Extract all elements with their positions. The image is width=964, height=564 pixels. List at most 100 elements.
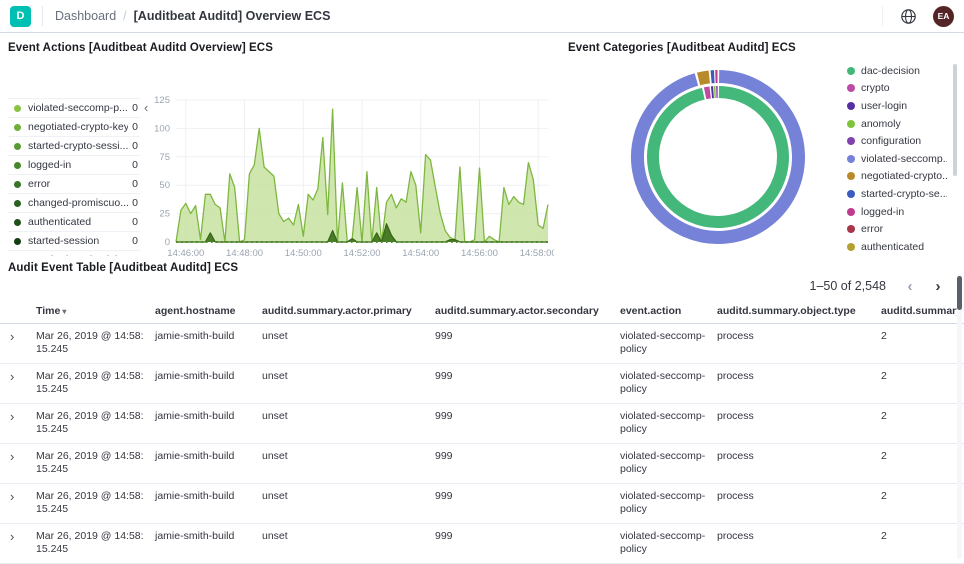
legend-item[interactable]: started-crypto-se... [847,185,947,203]
legend-color-dot [847,155,855,163]
table-cell: process [717,330,881,363]
legend-item[interactable]: logged-in [847,203,947,221]
column-header-agent.hostname[interactable]: agent.hostname [155,305,262,317]
panel-event-actions: Event Actions [Auditbeat Auditd Overview… [0,34,562,256]
event-categories-title: Event Categories [Auditbeat Auditd] ECS [565,34,964,54]
page-title: [Auditbeat Auditd] Overview ECS [134,9,331,23]
table-scrollbar-thumb[interactable] [957,276,962,310]
table-cell: Mar 26, 2019 @ 14:58:15.245 [36,450,155,483]
event-categories-donut-chart [629,68,807,246]
legend-item-label: configuration [861,135,921,147]
legend-item[interactable]: negotiated-crypto... [847,168,947,186]
table-cell: jamie-smith-build [155,450,262,483]
column-header-auditd.summary.actor.primary[interactable]: auditd.summary.actor.primary [262,305,435,317]
row-expand-icon[interactable]: › [8,370,36,403]
legend-item[interactable]: started-crypto-sessi...0 [8,137,140,156]
legend-item-value: 0 [132,140,140,152]
topbar-divider [42,6,43,26]
row-expand-icon[interactable]: › [8,330,36,363]
column-header-Time[interactable]: Time▾ [36,305,155,317]
legend-color-dot [847,225,855,233]
table-cell: 2 [881,490,964,523]
legend-color-dot [847,172,855,180]
globe-icon[interactable] [897,5,919,27]
table-cell: Mar 26, 2019 @ 14:58:15.245 [36,370,155,403]
legend-item[interactable]: authenticated [847,238,947,256]
legend-item[interactable]: dac-decision [847,62,947,80]
legend-item-value: 0 [132,235,140,247]
legend-item[interactable]: configuration [847,132,947,150]
table-cell: 999 [435,450,620,483]
legend-item[interactable]: violated-seccomp... [847,150,947,168]
legend-color-dot [14,200,21,207]
table-cell: unset [262,370,435,403]
pie-slice-dac-decision[interactable] [653,92,783,222]
legend-color-dot [847,208,855,216]
row-expand-icon[interactable]: › [8,530,36,563]
legend-item[interactable]: changed-promiscuo...0 [8,194,140,213]
column-header-auditd.summary.actor.secondary[interactable]: auditd.summary.actor.secondary [435,305,620,317]
legend-item-label: logged-in [28,159,128,171]
table-header-expand-spacer [8,305,36,317]
svg-text:50: 50 [159,180,170,191]
column-header-event.action[interactable]: event.action [620,305,717,317]
legend-item-label: negotiated-crypto-key [28,121,128,133]
row-expand-icon[interactable]: › [8,410,36,443]
table-cell: process [717,490,881,523]
legend-item-value: 0 [132,102,140,114]
panel-audit-event-table: Audit Event Table [Auditbeat Auditd] ECS… [0,256,964,561]
pagination-next-button[interactable]: › [926,274,950,298]
legend-item[interactable]: violated-seccomp-p...0 [8,99,140,118]
pagination-prev-button[interactable]: ‹ [898,274,922,298]
table-cell: Mar 26, 2019 @ 14:58:15.245 [36,490,155,523]
event-actions-title: Event Actions [Auditbeat Auditd Overview… [0,34,562,54]
legend-item-label: negotiated-crypto... [861,170,947,182]
legend-color-dot [847,102,855,110]
legend-item-label: authenticated [28,216,128,228]
legend-item-label: started-session [28,235,128,247]
column-header-auditd.summary[interactable]: auditd.summary [881,305,964,317]
table-scrollbar-track[interactable] [957,274,962,559]
avatar[interactable]: EA [933,6,954,27]
svg-text:75: 75 [159,152,170,163]
legend-item-value: 0 [132,197,140,209]
legend-item[interactable]: crypto [847,80,947,98]
pie-slice-crypto[interactable] [705,92,710,93]
table-cell: unset [262,530,435,563]
topbar-right-divider [882,6,883,26]
legend-item-value: 0 [132,178,140,190]
table-cell: Mar 26, 2019 @ 14:58:15.245 [36,530,155,563]
app-logo[interactable]: D [10,6,31,27]
legend-item[interactable]: started-session 0 [8,232,140,251]
table-cell: 2 [881,530,964,563]
breadcrumb-dashboard[interactable]: Dashboard [55,9,116,23]
pie-slice-negotiated-crypto-key[interactable] [699,77,710,79]
table-cell: process [717,450,881,483]
table-cell: 2 [881,450,964,483]
legend-item-label: logged-in [861,206,904,218]
legend-color-dot [14,181,21,188]
legend-item[interactable]: error [847,220,947,238]
svg-text:100: 100 [154,123,170,134]
row-expand-icon[interactable]: › [8,490,36,523]
legend-scrollbar[interactable] [953,64,957,176]
column-header-auditd.summary.object.type[interactable]: auditd.summary.object.type [717,305,881,317]
legend-item[interactable]: user-login [847,97,947,115]
collapse-legend-icon[interactable]: ‹ [144,100,148,115]
table-cell: Mar 26, 2019 @ 14:58:15.245 [36,410,155,443]
legend-item[interactable]: anomoly [847,115,947,133]
table-cell: 2 [881,410,964,443]
legend-color-dot [847,137,855,145]
pie-slice-violated-seccomp-policy[interactable] [637,77,798,238]
row-expand-icon[interactable]: › [8,450,36,483]
panel-event-categories: Event Categories [Auditbeat Auditd] ECS … [565,34,964,256]
sort-descending-icon: ▾ [62,307,66,316]
table-cell: violated-seccomp-policy [620,370,717,403]
